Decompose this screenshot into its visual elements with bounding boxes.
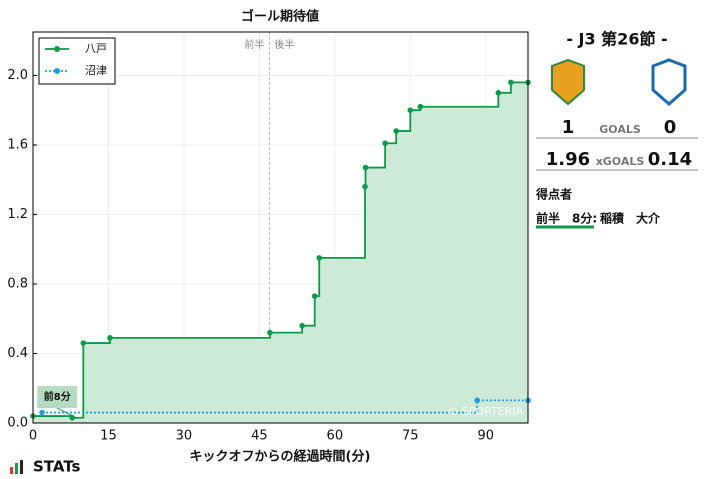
- logo: STATs: [10, 458, 81, 476]
- x-tick-label: 90: [477, 429, 494, 444]
- line: [42, 399, 528, 414]
- legend-box: [38, 37, 116, 85]
- y-tick-label: 1.2: [7, 207, 28, 222]
- legend-marker: [54, 68, 60, 74]
- round: - J3 第26節 -: [566, 30, 667, 49]
- chart-title: ゴール期待値: [241, 9, 319, 25]
- away-xg: 0.14: [648, 149, 692, 170]
- point: [407, 107, 414, 113]
- x-axis-label: キックオフからの経過時間(分): [190, 449, 371, 465]
- watermark: © SPORTERIA: [447, 405, 523, 418]
- legend-label: 沼津: [85, 63, 107, 77]
- goals-label: GOALS: [599, 123, 641, 136]
- half-label: 後半: [274, 38, 294, 51]
- point: [299, 322, 305, 329]
- point: [417, 103, 424, 110]
- annotation-text: 前8分: [44, 390, 71, 403]
- x-tick-label: 0: [29, 429, 37, 444]
- point: [316, 255, 323, 261]
- point: [382, 140, 388, 147]
- x-tick-label: 45: [251, 429, 268, 444]
- annotation-arrow: [57, 407, 74, 417]
- y-tick-label: 1.6: [7, 137, 28, 152]
- x-tick-label: 30: [176, 429, 193, 444]
- scorers-title: 得点者: [535, 187, 572, 202]
- y-tick-label: 0.8: [7, 276, 28, 291]
- point: [311, 293, 318, 299]
- away-badge: [651, 58, 687, 106]
- home-xg: 1.96: [546, 149, 590, 170]
- y-tick-label: 0.0: [7, 416, 28, 431]
- scorer-time: 前半 8分:: [536, 211, 597, 226]
- point: [508, 79, 514, 86]
- legend-label: 八戸: [85, 42, 107, 55]
- point: [80, 340, 87, 346]
- x-tick-label: 15: [100, 429, 117, 444]
- xg-label: xGOALS: [596, 155, 645, 168]
- home-goals: 1: [562, 117, 575, 138]
- plot-frame: [32, 31, 529, 424]
- y-tick-label: 0.4: [7, 346, 28, 361]
- point: [362, 164, 369, 171]
- point: [393, 128, 400, 134]
- half-label: 前半: [244, 38, 264, 51]
- point: [107, 335, 113, 341]
- area: [33, 82, 528, 423]
- x-tick-label: 75: [402, 429, 419, 444]
- away-goals: 0: [664, 117, 677, 138]
- point: [39, 409, 45, 416]
- home-badge: [551, 58, 585, 106]
- y-tick-label: 2.0: [7, 68, 28, 83]
- annotation-box: [37, 386, 78, 409]
- scorer-name: 稲積 大介: [600, 211, 661, 226]
- point: [362, 183, 368, 190]
- point: [474, 397, 480, 404]
- x-tick-label: 60: [327, 429, 344, 444]
- legend-marker: [54, 46, 60, 52]
- point: [69, 414, 76, 421]
- point: [495, 90, 502, 96]
- side-panel: - J3 第26節 - 1 GOALS 0 1.96 xGOALS 0.14 得…: [535, 30, 698, 229]
- point: [267, 329, 273, 336]
- logo-text: STATs: [33, 458, 81, 476]
